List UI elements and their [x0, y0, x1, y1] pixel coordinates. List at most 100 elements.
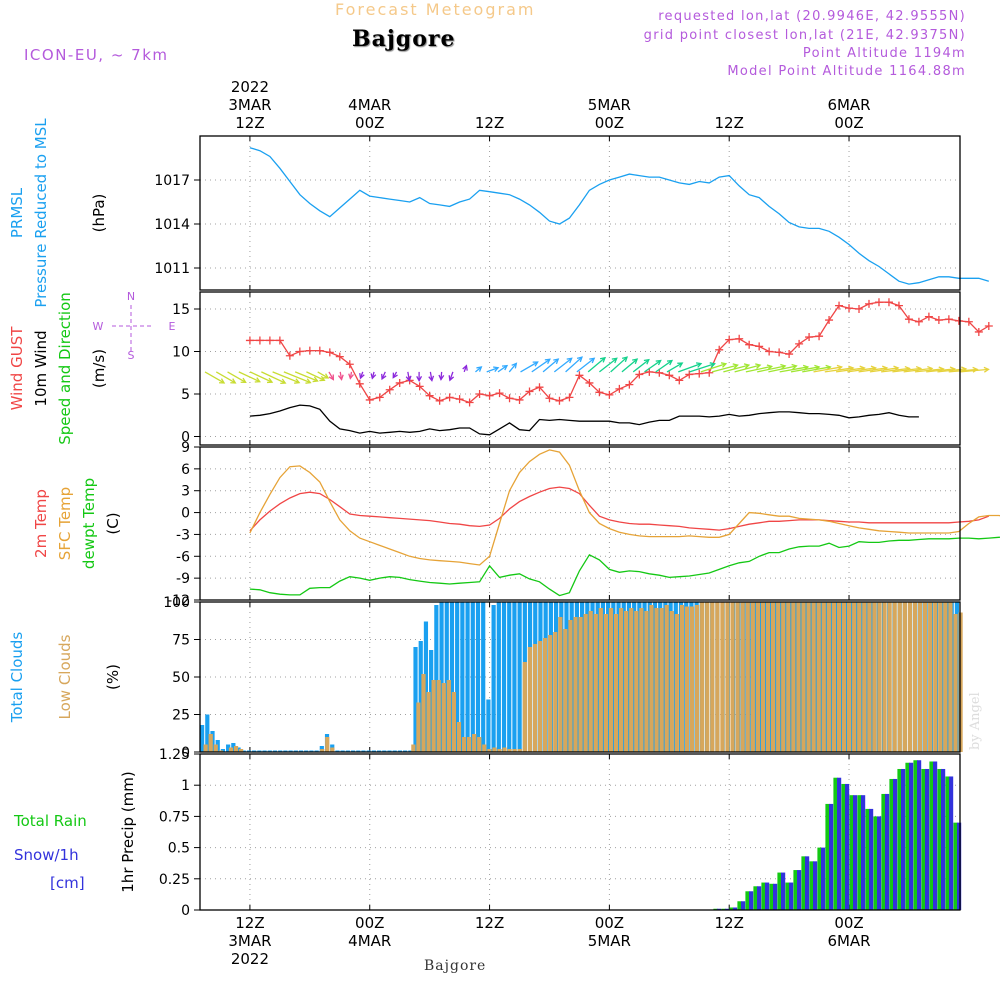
- y-tick-label: 1: [181, 778, 190, 794]
- series-bar: [272, 750, 278, 752]
- series-bar: [644, 611, 649, 752]
- series-bar: [218, 750, 223, 752]
- wind-arrow: [542, 358, 559, 373]
- series-point: [435, 396, 444, 405]
- series-bar: [750, 602, 755, 752]
- series-bar: [816, 602, 821, 752]
- y-axis-label: (hPa): [90, 194, 108, 233]
- series-bar: [853, 795, 858, 910]
- wind-arrow: [621, 358, 638, 373]
- series-bar: [475, 602, 481, 752]
- series-bar: [267, 750, 272, 752]
- series-bar: [578, 617, 583, 752]
- wind-arrow-head: [254, 377, 261, 383]
- wind-arrow: [779, 366, 808, 373]
- series-bar: [619, 608, 624, 752]
- series-point: [705, 368, 714, 377]
- y-tick-label: 0.25: [159, 872, 190, 888]
- series-bar: [831, 602, 836, 752]
- series-bar: [674, 614, 679, 752]
- wind-arrow: [238, 371, 261, 383]
- wind-arrow-head: [695, 362, 703, 368]
- compass-south: S: [128, 349, 135, 362]
- series-bar: [451, 692, 456, 752]
- wind-arrow: [903, 367, 933, 373]
- series-point: [635, 370, 644, 379]
- series-bar: [841, 783, 846, 910]
- wind-arrow-head: [511, 362, 518, 369]
- series-bar: [278, 750, 283, 752]
- series-bar: [710, 602, 715, 752]
- series-line: [249, 449, 1000, 566]
- panel-frame: [199, 446, 961, 601]
- compass-cross: [112, 305, 152, 353]
- time-label-bottom: 5MAR: [588, 932, 631, 950]
- time-label-top: 12Z: [715, 114, 744, 132]
- y-tick-label: 1.25: [159, 747, 190, 763]
- series-bar: [408, 750, 413, 752]
- y-axis-label: PRMSL: [8, 187, 26, 238]
- series-bar: [309, 750, 314, 752]
- wind-arrow-head: [553, 358, 560, 365]
- series-bar: [522, 662, 527, 752]
- series-bar: [948, 602, 953, 752]
- series-bar: [841, 602, 847, 752]
- series-bar: [852, 602, 857, 752]
- wind-arrow: [869, 367, 899, 373]
- series-bar: [392, 750, 397, 752]
- wind-arrow-head: [493, 366, 500, 372]
- y-tick-label: 15: [172, 302, 190, 318]
- series-bar: [917, 602, 923, 752]
- series-bar: [877, 816, 882, 910]
- wind-arrow: [914, 368, 944, 373]
- y-tick-label: 0.5: [168, 841, 190, 857]
- wind-arrow: [497, 365, 508, 373]
- series-bar: [893, 778, 898, 910]
- series-bar: [558, 617, 563, 752]
- wind-arrow-head: [544, 358, 551, 365]
- series-bar: [761, 882, 766, 910]
- wind-arrow-head: [576, 356, 583, 363]
- series-bar: [606, 602, 611, 752]
- series-bar: [749, 891, 754, 910]
- wind-arrow: [294, 371, 318, 382]
- panel-1: 1011 1014 1017 PRMSL Pressure Reduced to MSL…: [8, 118, 989, 308]
- series-bar: [654, 608, 659, 752]
- series-point: [525, 387, 534, 396]
- series-bar: [340, 750, 345, 752]
- y-tick-label: 0: [181, 745, 190, 761]
- series-point: [855, 305, 864, 313]
- time-label-bottom: 00Z: [355, 914, 384, 932]
- series-bar: [491, 605, 496, 752]
- series-bar: [867, 602, 872, 752]
- wind-arrow: [948, 368, 978, 373]
- series-bar: [901, 768, 906, 910]
- series-bar: [917, 760, 922, 910]
- model-label: ICON-EU, ~ 7km: [24, 46, 169, 64]
- series-bar: [760, 602, 766, 752]
- series-bar: [397, 750, 403, 752]
- series-bar: [730, 602, 735, 752]
- series-bar: [862, 602, 867, 752]
- series-bar: [455, 602, 460, 752]
- wind-arrow: [261, 371, 286, 384]
- series-bar: [252, 750, 257, 752]
- series-bar: [833, 777, 838, 910]
- series-bar: [512, 749, 517, 752]
- series-line: [249, 404, 919, 436]
- series-point: [815, 332, 824, 341]
- series-point: [874, 298, 883, 307]
- wind-arrow: [711, 364, 738, 373]
- series-bar: [482, 744, 487, 752]
- series-bar: [777, 872, 782, 910]
- series-bar: [781, 872, 786, 910]
- series-bar: [892, 602, 897, 752]
- series-bar: [461, 737, 467, 752]
- series-bar: [532, 644, 538, 752]
- series-bar: [847, 602, 852, 752]
- series-bar: [477, 737, 482, 752]
- series-point: [345, 360, 354, 369]
- series-point: [465, 398, 474, 407]
- series-bar: [796, 602, 801, 752]
- wind-arrow-head: [405, 375, 412, 382]
